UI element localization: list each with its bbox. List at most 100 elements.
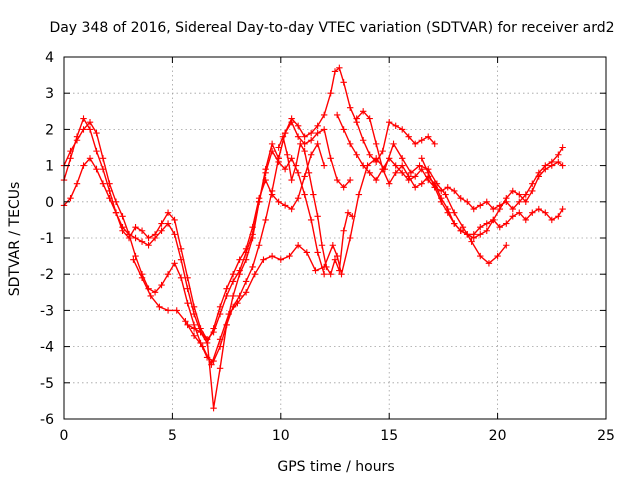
data-point xyxy=(336,64,343,72)
data-point xyxy=(182,318,189,325)
data-point xyxy=(190,325,198,332)
data-point xyxy=(412,184,419,191)
data-point xyxy=(255,242,263,249)
data-point xyxy=(386,118,393,126)
data-point xyxy=(555,158,562,166)
data-point xyxy=(457,194,464,202)
y-tick-label: -1 xyxy=(40,231,54,247)
data-point xyxy=(277,256,284,263)
data-point xyxy=(236,292,243,300)
data-point xyxy=(268,252,276,260)
data-point xyxy=(130,256,137,263)
data-point xyxy=(145,242,152,249)
data-point xyxy=(416,162,423,169)
data-point xyxy=(418,155,425,162)
data-point xyxy=(346,104,354,111)
data-point xyxy=(372,176,380,184)
data-point xyxy=(320,111,328,119)
data-point xyxy=(559,144,566,151)
data-point xyxy=(399,162,406,169)
data-point xyxy=(333,176,341,184)
data-point xyxy=(516,209,523,216)
x-tick-label: 10 xyxy=(272,428,290,444)
data-point xyxy=(477,223,484,231)
y-tick-label: 3 xyxy=(45,86,54,102)
data-point xyxy=(468,238,475,245)
data-point xyxy=(318,242,326,249)
data-point xyxy=(164,209,172,216)
data-point xyxy=(301,133,308,140)
data-point xyxy=(190,332,198,339)
data-point xyxy=(359,137,367,144)
data-point xyxy=(559,162,566,169)
data-point xyxy=(229,271,237,278)
data-point xyxy=(405,173,412,180)
data-point xyxy=(279,133,287,140)
data-point xyxy=(223,321,230,329)
data-point xyxy=(288,155,295,162)
data-point xyxy=(503,220,510,227)
data-point xyxy=(216,303,224,310)
data-point xyxy=(496,205,503,213)
data-point xyxy=(294,194,302,202)
data-point xyxy=(390,140,397,148)
data-point xyxy=(379,147,386,155)
data-point xyxy=(132,234,139,242)
data-point xyxy=(171,231,178,238)
data-series xyxy=(60,64,566,412)
data-point xyxy=(329,242,337,249)
data-point xyxy=(184,285,191,292)
data-point xyxy=(555,151,562,158)
data-point xyxy=(522,198,529,205)
data-point xyxy=(151,234,159,242)
x-tick-label: 20 xyxy=(489,428,507,444)
axes: 0 5 10 15 20 25 -6 -5 -4 -3 -2 -1 0 1 2 3 4 xyxy=(40,50,615,444)
data-point xyxy=(294,133,302,140)
data-point xyxy=(99,155,107,162)
data-point xyxy=(203,336,211,343)
data-point xyxy=(236,271,243,278)
data-point xyxy=(294,169,302,177)
data-point xyxy=(275,198,282,205)
data-point xyxy=(344,209,352,216)
data-point xyxy=(516,191,523,198)
series-track-8 xyxy=(418,155,566,242)
data-point xyxy=(307,151,315,158)
data-point xyxy=(164,220,172,227)
data-point xyxy=(548,216,555,224)
series-trace xyxy=(336,114,564,210)
data-point xyxy=(359,108,367,115)
data-point xyxy=(242,245,250,253)
data-point xyxy=(281,202,289,209)
x-tick-label: 5 xyxy=(168,428,177,444)
data-point xyxy=(151,289,159,296)
data-point xyxy=(412,173,419,180)
data-point xyxy=(327,271,334,278)
data-point xyxy=(503,242,510,249)
data-point xyxy=(145,234,152,242)
data-point xyxy=(418,166,425,173)
chart-title: Day 348 of 2016, Sidereal Day-to-day VTE… xyxy=(49,20,614,36)
data-point xyxy=(294,122,302,129)
data-point xyxy=(399,155,406,162)
data-point xyxy=(229,292,237,300)
data-point xyxy=(522,216,529,224)
series-track-3 xyxy=(60,140,328,347)
series-track-2 xyxy=(60,118,354,365)
data-point xyxy=(106,194,113,202)
data-point xyxy=(67,194,74,202)
data-point xyxy=(323,263,330,271)
data-point xyxy=(353,151,360,158)
data-point xyxy=(307,129,315,137)
data-point xyxy=(312,267,319,274)
y-tick-label: 4 xyxy=(45,50,54,66)
data-point xyxy=(301,191,308,198)
data-point xyxy=(353,115,360,122)
y-axis-label: SDTVAR / TECUs xyxy=(7,182,23,297)
data-point xyxy=(451,187,458,195)
data-point xyxy=(459,223,467,231)
data-point xyxy=(340,79,347,86)
data-point xyxy=(555,213,562,220)
data-point xyxy=(281,129,289,137)
